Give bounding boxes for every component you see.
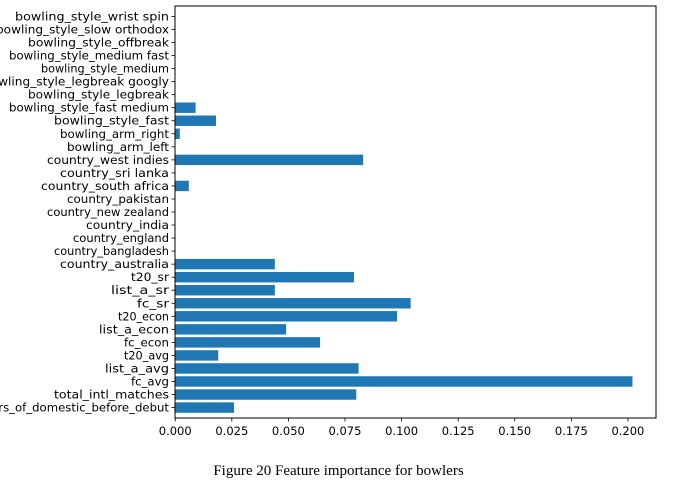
y-tick-label: bowling_style_legbreak googly (0, 75, 169, 89)
y-tick-labels: years_of_domestic_before_debuttotal_intl… (0, 9, 175, 415)
y-tick-label: country_bangladesh (54, 244, 169, 258)
bar-list-a-sr (175, 285, 275, 296)
bar-country-south-africa (175, 180, 189, 192)
y-tick-label: bowling_style_medium fast (9, 49, 170, 63)
y-tick-label: years_of_domestic_before_debut (0, 401, 169, 415)
y-tick-label: list_a_avg (105, 361, 169, 375)
bar-years-of-domestic-before-debut (175, 402, 235, 413)
y-tick-label: t20_sr (131, 270, 169, 284)
y-tick-label: fc_avg (131, 374, 169, 388)
bar-t20-sr (175, 271, 355, 283)
bar-list-a-avg (175, 363, 359, 374)
bar-country-west-indies (175, 154, 364, 166)
y-tick-label: bowling_style_wrist spin (15, 9, 169, 23)
y-tick-label: bowling_style_offbreak (28, 36, 169, 50)
y-tick-label: list_a_sr (111, 283, 169, 297)
y-tick-label: bowling_style_fast medium (9, 101, 169, 115)
y-tick-label: t20_econ (118, 309, 169, 323)
bar-country-australia (175, 258, 275, 270)
bar-bowling-arm-right (175, 128, 180, 139)
bar-t20-econ (175, 311, 398, 322)
bar-fc-econ (175, 337, 321, 348)
bar-list-a-econ (175, 324, 287, 335)
y-tick-label: fc_sr (137, 296, 169, 310)
x-tick-label: 0.125 (442, 424, 475, 438)
y-tick-label: country_pakistan (67, 192, 169, 206)
x-tick-label: 0.075 (329, 424, 362, 438)
x-tick-label: 0.000 (159, 424, 192, 438)
y-tick-label: country_west indies (47, 153, 169, 167)
x-tick-label: 0.200 (611, 424, 644, 438)
bar-total-intl-matches (175, 389, 357, 400)
y-tick-label: total_intl_matches (54, 388, 169, 402)
bar-bowling-style-fast (175, 115, 216, 126)
y-tick-label: t20_avg (124, 348, 169, 362)
y-tick-label: fc_econ (124, 335, 169, 349)
x-tick-label: 0.025 (215, 424, 248, 438)
y-tick-label: bowling_arm_right (60, 127, 170, 141)
x-ticks: 0.000 0.025 0.050 0.075 0.100 0.125 0.150 0.175… (159, 418, 644, 438)
bar-t20-avg (175, 350, 219, 361)
bar-fc-avg (175, 376, 633, 387)
x-tick-label: 0.175 (555, 424, 588, 438)
y-tick-label: bowling_style_slow orthodox (0, 22, 169, 36)
x-tick-label: 0.150 (498, 424, 531, 438)
y-tick-label: country_australia (60, 257, 169, 271)
y-tick-label: country_england (73, 231, 169, 245)
x-tick-label: 0.100 (385, 424, 418, 438)
y-tick-label: country_india (86, 218, 169, 232)
y-tick-label: bowling_style_legbreak (28, 88, 169, 102)
y-tick-label: country_south africa (41, 179, 169, 193)
feature-importance-chart: years_of_domestic_before_debuttotal_intl… (0, 5, 657, 438)
y-tick-label: country_new zealand (47, 205, 169, 219)
bar-fc-sr (175, 298, 411, 309)
bar-group (175, 102, 633, 413)
y-tick-label: bowling_arm_left (67, 140, 170, 154)
x-tick-label: 0.050 (272, 424, 305, 438)
y-tick-label: list_a_econ (99, 322, 169, 336)
bar-bowling-style-fast-medium (175, 102, 196, 113)
y-tick-label: bowling_style_medium (41, 62, 169, 76)
plot-frame (174, 5, 657, 419)
y-tick-label: country_sri lanka (60, 166, 169, 180)
figure-caption: Figure 20 Feature importance for bowlers (213, 463, 464, 479)
y-tick-label: bowling_style_fast (54, 114, 170, 128)
